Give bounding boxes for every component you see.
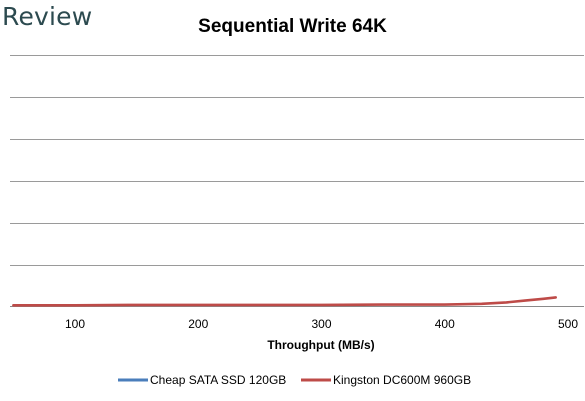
x-tick-label: 200 [188, 317, 208, 331]
grid-lines [10, 55, 584, 307]
x-tick-label: 100 [65, 317, 85, 331]
x-tick-label: 500 [558, 317, 578, 331]
legend-label-1: Cheap SATA SSD 120GB [150, 373, 286, 387]
x-axis-title: Throughput (MB/s) [267, 338, 374, 352]
x-tick-label: 300 [311, 317, 331, 331]
legend: Cheap SATA SSD 120GB Kingston DC600M 960G… [118, 373, 471, 387]
legend-label-2: Kingston DC600M 960GB [333, 373, 471, 387]
x-tick-labels: 100 200 300 400 500 [65, 317, 578, 331]
x-tick-label: 400 [435, 317, 455, 331]
site-logo: Review [2, 2, 93, 31]
series-lines [12, 296, 557, 307]
series-line-2 [12, 296, 557, 307]
chart-title: Sequential Write 64K [198, 16, 387, 37]
